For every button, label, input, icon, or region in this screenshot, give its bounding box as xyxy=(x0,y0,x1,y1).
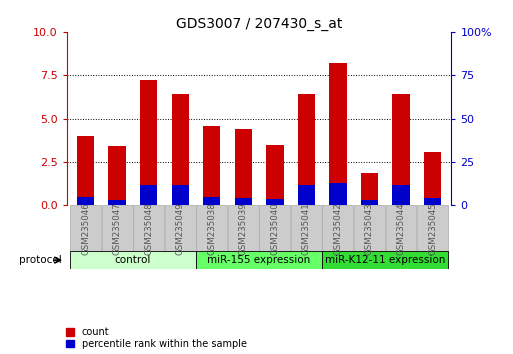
Bar xyxy=(329,183,347,205)
Bar xyxy=(392,94,410,205)
Text: protocol: protocol xyxy=(19,255,62,265)
Text: GSM235048: GSM235048 xyxy=(144,202,153,255)
Text: GSM235045: GSM235045 xyxy=(428,202,437,255)
Text: GSM235044: GSM235044 xyxy=(397,202,405,255)
Text: miR-155 expression: miR-155 expression xyxy=(207,255,311,265)
Bar xyxy=(203,126,221,205)
Bar xyxy=(291,205,322,251)
Bar xyxy=(298,185,315,205)
Bar xyxy=(361,173,378,205)
Text: GSM235039: GSM235039 xyxy=(239,202,248,255)
Bar xyxy=(228,205,259,251)
Bar xyxy=(140,184,157,205)
Bar xyxy=(140,80,157,205)
Bar xyxy=(133,205,164,251)
Legend: count, percentile rank within the sample: count, percentile rank within the sample xyxy=(66,327,247,349)
Bar xyxy=(102,205,132,251)
Bar xyxy=(196,205,227,251)
Bar xyxy=(266,144,284,205)
Bar xyxy=(322,251,448,269)
Text: GSM235049: GSM235049 xyxy=(176,202,185,255)
Bar xyxy=(234,198,252,205)
Bar xyxy=(77,197,94,205)
Bar xyxy=(165,205,195,251)
Bar xyxy=(70,205,101,251)
Text: GSM235046: GSM235046 xyxy=(81,202,90,255)
Text: miR-K12-11 expression: miR-K12-11 expression xyxy=(325,255,445,265)
Bar xyxy=(424,198,441,205)
Bar xyxy=(234,129,252,205)
Text: control: control xyxy=(115,255,151,265)
Bar xyxy=(424,153,441,205)
Text: GSM235047: GSM235047 xyxy=(113,202,122,255)
Bar xyxy=(417,205,448,251)
Bar xyxy=(260,205,290,251)
Bar xyxy=(108,146,126,205)
Bar xyxy=(361,200,378,205)
Text: GSM235042: GSM235042 xyxy=(333,202,342,255)
Bar xyxy=(70,251,196,269)
Bar xyxy=(77,136,94,205)
Bar xyxy=(386,205,417,251)
Text: GSM235043: GSM235043 xyxy=(365,202,374,255)
Title: GDS3007 / 207430_s_at: GDS3007 / 207430_s_at xyxy=(176,17,342,31)
Bar xyxy=(108,200,126,205)
Text: GSM235038: GSM235038 xyxy=(207,202,216,255)
Bar xyxy=(392,184,410,205)
Bar xyxy=(203,197,221,205)
Text: GSM235041: GSM235041 xyxy=(302,202,311,255)
Bar xyxy=(196,251,322,269)
Bar xyxy=(171,185,189,205)
Bar xyxy=(354,205,385,251)
Bar xyxy=(266,199,284,205)
Bar xyxy=(171,94,189,205)
Bar xyxy=(329,63,347,205)
Text: GSM235040: GSM235040 xyxy=(270,202,280,255)
Bar xyxy=(323,205,353,251)
Bar xyxy=(298,94,315,205)
